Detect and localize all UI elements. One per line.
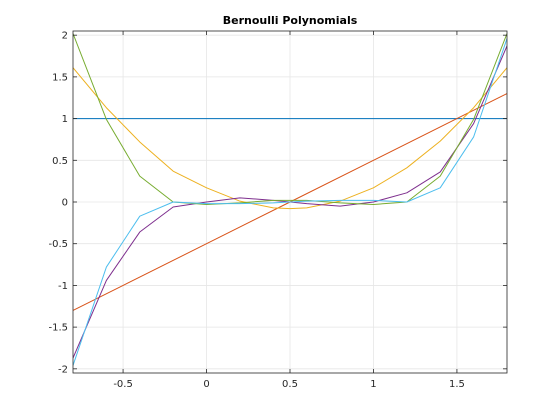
y-tick-label: -1.5: [48, 323, 68, 334]
series-line-b2: [73, 67, 507, 210]
y-tick-label: 0.5: [52, 156, 68, 167]
x-tick-label: 1.5: [449, 379, 465, 390]
series-layer: [73, 33, 507, 366]
y-tick-label: -2: [58, 364, 68, 375]
series-line-b4: [73, 33, 507, 205]
y-tick-label: -1: [58, 281, 68, 292]
chart-title: Bernoulli Polynomials: [223, 14, 358, 27]
x-tick-label: -0.5: [113, 379, 133, 390]
tick-labels: -0.5 0 0.5 1 1.5 -2 -1.5 -1 -0.5 0 0.5 1 1.5 2: [48, 31, 464, 390]
x-tick-label: 1: [370, 379, 376, 390]
series-line-b5: [73, 38, 507, 366]
y-tick-label: -0.5: [48, 239, 68, 250]
y-tick-label: 1: [62, 114, 68, 125]
x-tick-label: 0.5: [282, 379, 298, 390]
x-tick-label: 0: [203, 379, 209, 390]
tick-marks: [73, 31, 507, 373]
y-tick-label: 0: [62, 198, 68, 209]
y-tick-label: 1.5: [52, 72, 68, 83]
y-tick-label: 2: [62, 31, 68, 42]
